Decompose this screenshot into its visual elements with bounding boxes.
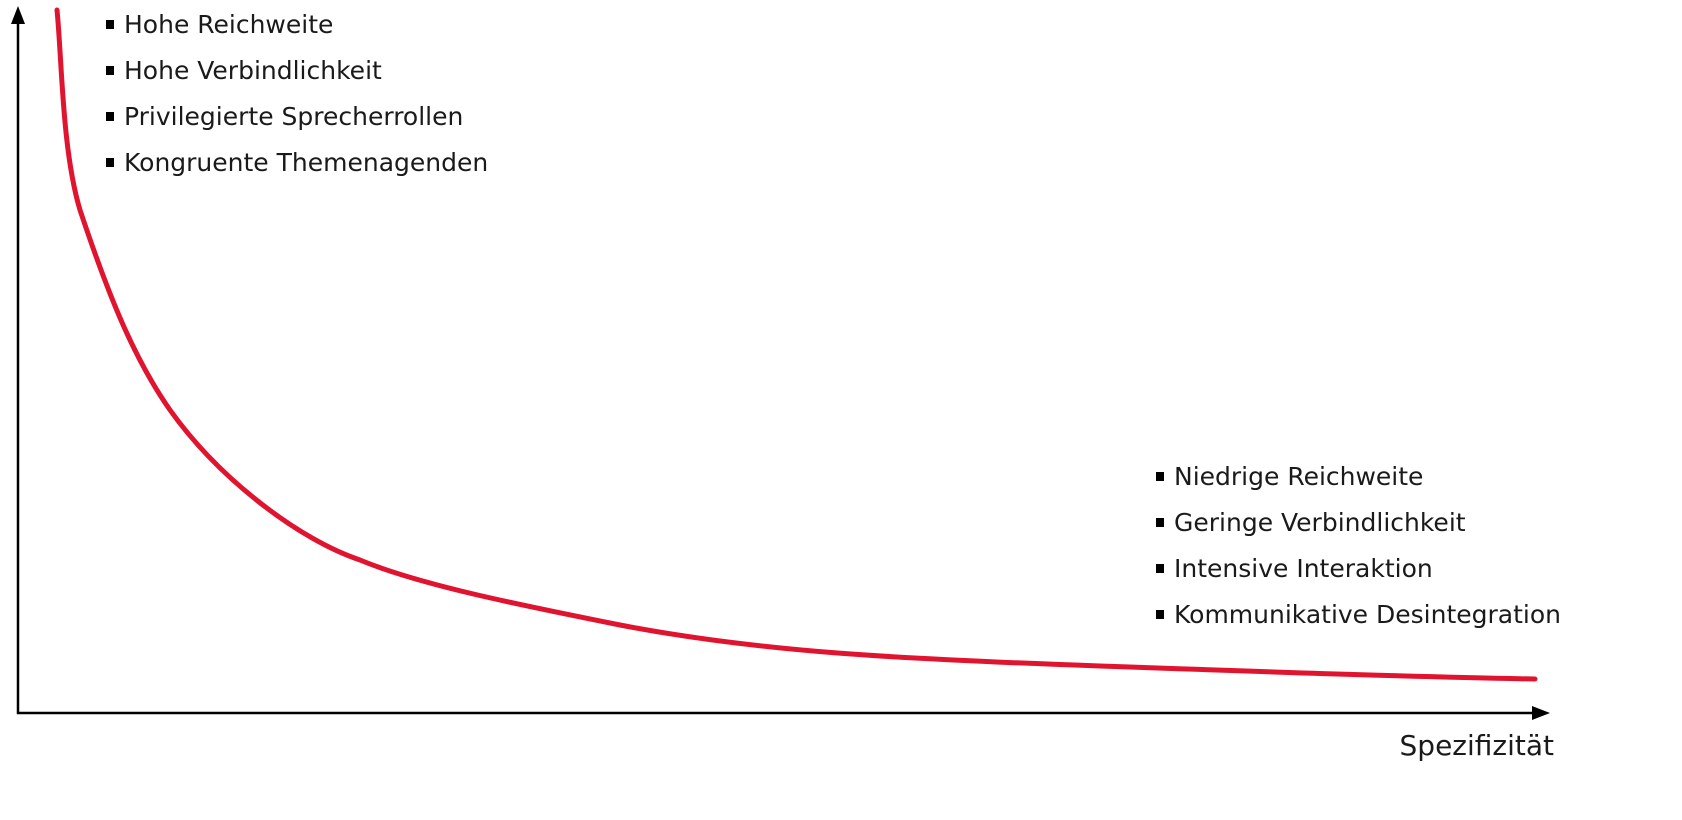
decay-curve: [54, 7, 1538, 682]
y-axis-arrow-icon: [11, 6, 25, 24]
list-item: Kongruente Themenagenden: [106, 140, 488, 186]
bullet-square-icon: [1156, 564, 1164, 573]
list-item-label: Hohe Verbindlichkeit: [124, 56, 382, 85]
bullet-square-icon: [106, 158, 114, 167]
list-item-label: Niedrige Reichweite: [1174, 462, 1424, 491]
list-item-label: Privilegierte Sprecherrollen: [124, 102, 464, 131]
top-left-bullet-list: Hohe Reichweite Hohe Verbindlichkeit Pri…: [106, 2, 488, 186]
bullet-square-icon: [1156, 472, 1164, 481]
list-item: Niedrige Reichweite: [1156, 454, 1561, 500]
list-item: Geringe Verbindlichkeit: [1156, 500, 1561, 546]
list-item: Hohe Verbindlichkeit: [106, 48, 488, 94]
bullet-square-icon: [106, 66, 114, 75]
list-item: Hohe Reichweite: [106, 2, 488, 48]
bullet-square-icon: [106, 112, 114, 121]
bottom-right-bullet-list: Niedrige Reichweite Geringe Verbindlichk…: [1156, 454, 1561, 638]
list-item: Intensive Interaktion: [1156, 546, 1561, 592]
bullet-square-icon: [1156, 610, 1164, 619]
x-axis-arrow-icon: [1532, 706, 1550, 720]
bullet-square-icon: [1156, 518, 1164, 527]
list-item-label: Hohe Reichweite: [124, 10, 334, 39]
list-item-label: Kommunikative Desintegration: [1174, 600, 1561, 629]
bullet-square-icon: [106, 20, 114, 29]
list-item-label: Intensive Interaktion: [1174, 554, 1433, 583]
list-item-label: Kongruente Themenagenden: [124, 148, 489, 177]
list-item-label: Geringe Verbindlichkeit: [1174, 508, 1466, 537]
list-item: Kommunikative Desintegration: [1156, 592, 1561, 638]
list-item: Privilegierte Sprecherrollen: [106, 94, 488, 140]
x-axis-label: Spezifizität: [1399, 729, 1554, 762]
